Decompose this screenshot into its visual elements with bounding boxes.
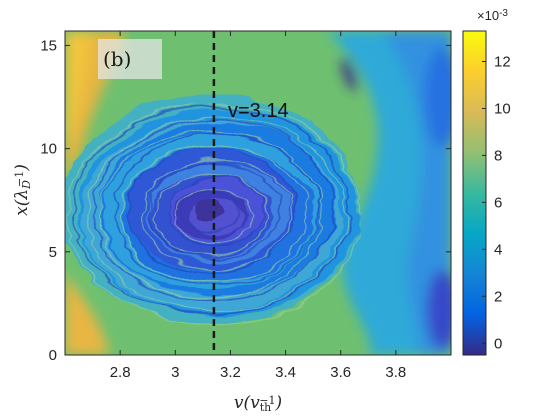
colorbar-tick-label: 12: [494, 54, 511, 71]
y-tick-label: 5: [49, 244, 57, 261]
plot-frame: [64, 30, 452, 356]
colorbar-tick-label: 4: [494, 241, 502, 258]
colorbar-tick-label: 6: [494, 194, 502, 211]
y-tick-label: 15: [40, 37, 57, 54]
panel-label: (b): [103, 47, 131, 71]
colorbar-tick-label: 10: [494, 100, 511, 117]
colorbar-tick-label: 0: [494, 335, 502, 352]
x-tick-label: 3.2: [220, 364, 241, 381]
colorbar: [462, 30, 487, 356]
heatmap-field: [65, 31, 451, 355]
y-axis-label: x(λD−1): [12, 164, 33, 216]
colorbar-axis: 0 2 4 6 8 10 12: [482, 54, 511, 352]
x-tick-label: 3.4: [275, 364, 296, 381]
panel-label-box: [98, 39, 162, 79]
y-tick-label: 10: [40, 141, 57, 158]
x-tick-label: 2.8: [110, 364, 131, 381]
x-tick-label: 3.6: [330, 364, 351, 381]
outer-region: [326, 31, 451, 355]
colorbar-tick-label: 8: [494, 147, 502, 164]
colorbar-multiplier: ×10-3: [477, 8, 508, 23]
x-tick-label: 3.8: [385, 364, 406, 381]
x-axis: 2.8 3 3.2 3.4 3.6 3.8: [110, 31, 406, 381]
colorbar-tick-label: 2: [494, 288, 502, 305]
velocity-annotation: v=3.14: [228, 100, 289, 122]
y-tick-label: 0: [49, 347, 57, 364]
x-axis-label: v(vth−1): [234, 393, 282, 414]
x-tick-label: 3: [171, 364, 179, 381]
y-axis: 0 5 10 15: [40, 37, 451, 364]
